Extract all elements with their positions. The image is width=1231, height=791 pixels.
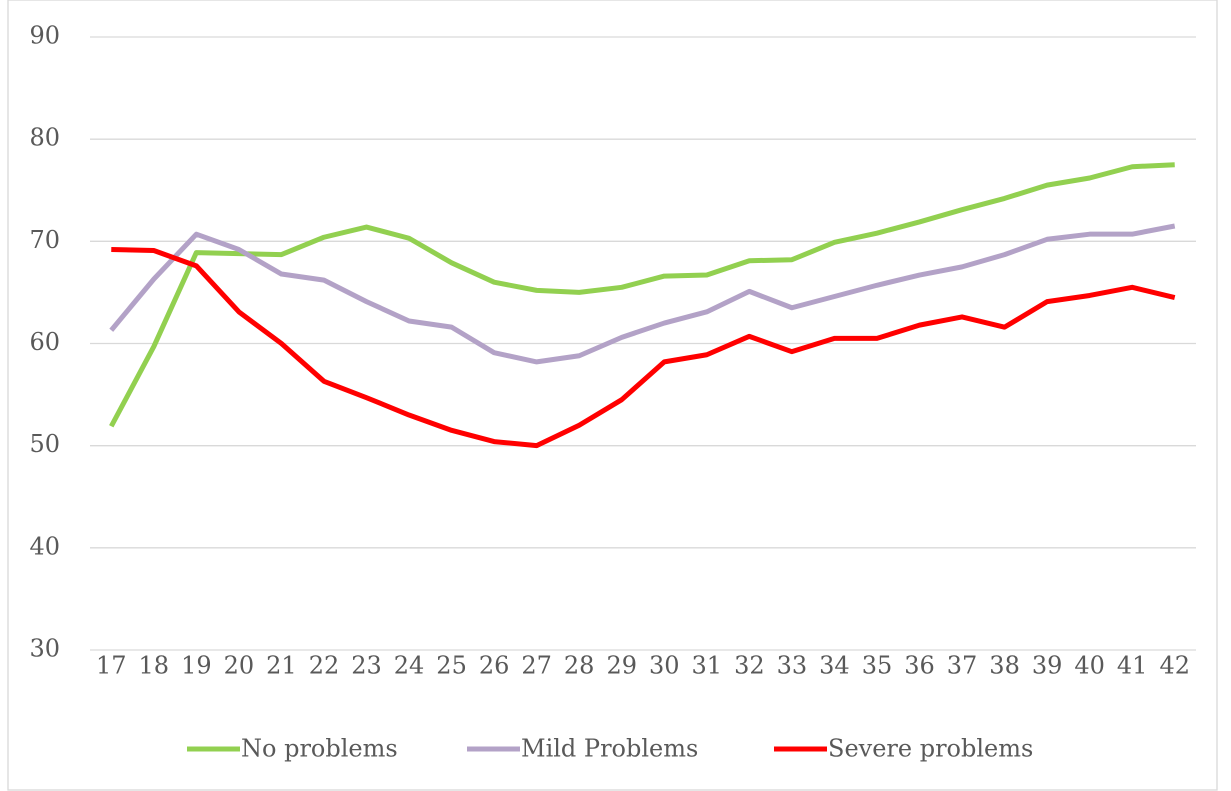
x-tick-label: 41 [1117, 652, 1148, 680]
x-tick-label: 27 [521, 652, 552, 680]
legend-label: No problems [241, 735, 398, 763]
series-line [109, 223, 1176, 365]
x-tick-label: 31 [692, 652, 723, 680]
x-tick-label: 17 [96, 652, 127, 680]
y-tick-label: 40 [29, 532, 60, 560]
x-tick-label: 26 [479, 652, 510, 680]
y-tick-label: 30 [29, 635, 60, 663]
x-tick-label: 39 [1032, 652, 1063, 680]
x-tick-label: 36 [904, 652, 935, 680]
x-tick-label: 25 [436, 652, 467, 680]
y-tick-label: 50 [29, 430, 60, 458]
x-tick-label: 28 [564, 652, 595, 680]
x-tick-label: 38 [989, 652, 1020, 680]
x-tick-label: 18 [139, 652, 170, 680]
x-tick-label: 32 [734, 652, 765, 680]
x-tick-label: 24 [394, 652, 425, 680]
x-tick-label: 33 [777, 652, 808, 680]
x-tick-label: 21 [266, 652, 297, 680]
y-tick-label: 60 [29, 328, 60, 356]
x-tick-label: 37 [947, 652, 978, 680]
legend-label: Severe problems [828, 735, 1033, 763]
series-line [111, 247, 1176, 449]
x-tick-label: 22 [309, 652, 340, 680]
x-tick-label: 20 [224, 652, 255, 680]
chart-frame [7, 0, 1218, 791]
series-line [109, 162, 1175, 428]
x-tick-label: 35 [862, 652, 893, 680]
y-tick-label: 90 [29, 22, 60, 50]
x-tick-label: 42 [1159, 652, 1190, 680]
y-tick-label: 80 [29, 124, 60, 152]
x-tick-label: 23 [351, 652, 382, 680]
y-tick-label: 70 [29, 226, 60, 254]
legend-label: Mild Problems [521, 735, 698, 763]
x-tick-label: 30 [649, 652, 680, 680]
x-tick-label: 34 [819, 652, 850, 680]
x-tick-label: 29 [606, 652, 637, 680]
x-tick-label: 19 [181, 652, 212, 680]
x-tick-label: 40 [1074, 652, 1105, 680]
